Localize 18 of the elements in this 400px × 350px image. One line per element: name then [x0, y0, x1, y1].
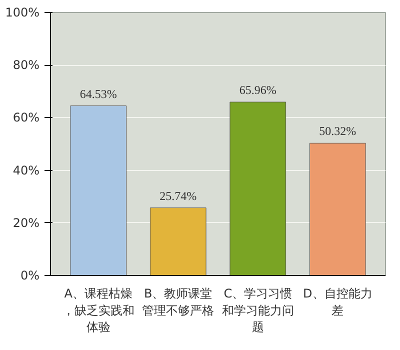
- y-tick-label: 0%: [20, 268, 40, 282]
- y-tick-label: 40%: [12, 163, 40, 178]
- data-label: 64.53%: [80, 86, 117, 101]
- x-tick-label: B、教师课堂管理不够严格: [142, 286, 214, 318]
- bar: [70, 106, 127, 276]
- x-tick-label: A、课程枯燥，缺乏实践和体验: [62, 286, 134, 334]
- data-label: 50.32%: [319, 124, 356, 138]
- bar: [150, 208, 206, 276]
- data-label: 65.96%: [239, 83, 276, 98]
- data-label: 25.74%: [160, 188, 197, 203]
- x-tick-label: D、自控能力差: [303, 286, 372, 318]
- x-tick-label: C、学习习惯和学习能力问题: [222, 286, 294, 334]
- y-tick-label: 80%: [12, 58, 40, 72]
- y-tick-label: 100%: [5, 6, 40, 20]
- bar: [309, 142, 366, 276]
- y-tick-label: 60%: [12, 110, 40, 125]
- y-tick-label: 20%: [12, 216, 40, 230]
- bar: [230, 102, 286, 276]
